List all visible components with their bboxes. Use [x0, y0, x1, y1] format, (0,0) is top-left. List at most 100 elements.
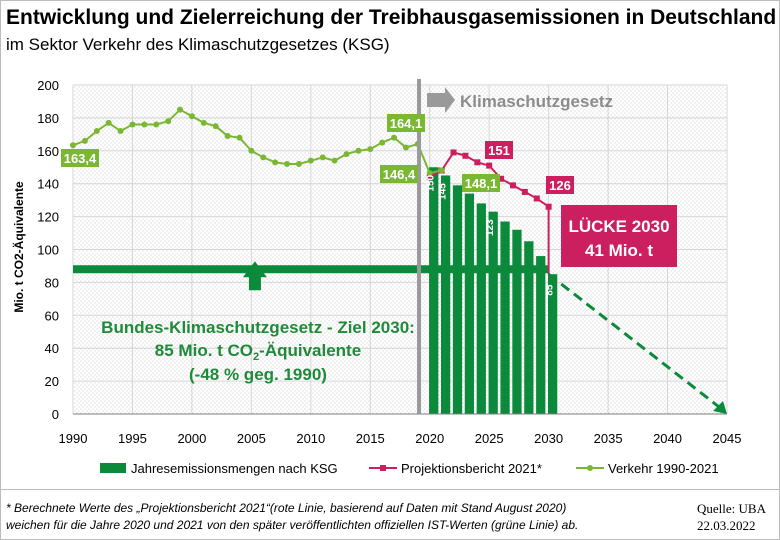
- y-tick-label: 200: [37, 78, 59, 93]
- footnote-line-2: weichen für die Jahre 2020 und 2021 von …: [6, 518, 579, 532]
- bar-2028: [524, 241, 534, 414]
- traffic-point: [295, 160, 302, 167]
- projection-point: [486, 162, 493, 169]
- traffic-point: [307, 157, 314, 164]
- x-tick-label: 2045: [713, 431, 742, 446]
- target-text-line-1: Bundes-Klimaschutzgesetz - Ziel 2030:: [101, 318, 415, 337]
- footer-separator: [0, 489, 780, 490]
- legend-label-projection: Projektionsbericht 2021*: [401, 460, 542, 476]
- bar-2023: [464, 193, 475, 414]
- label-proj-2030: 126: [549, 178, 571, 193]
- legend-swatch-traffic: [576, 465, 604, 471]
- x-tick-label: 2020: [415, 431, 444, 446]
- label-2019: 164,1: [390, 116, 423, 131]
- x-tick-label: 2030: [534, 431, 563, 446]
- projection-point: [533, 195, 540, 202]
- y-tick-label: 120: [37, 210, 59, 225]
- y-tick-label: 180: [37, 111, 59, 126]
- x-tick-label: 2040: [653, 431, 682, 446]
- traffic-point: [153, 121, 160, 128]
- label-proj-2030-box: [546, 176, 574, 194]
- traffic-point: [200, 119, 207, 126]
- traffic-point: [224, 132, 231, 139]
- label-2019-box: [387, 114, 425, 132]
- legend-swatch-bars: [100, 463, 126, 473]
- bar-label-2021: 145: [438, 183, 449, 200]
- bar-2021: [440, 175, 451, 414]
- projection-point: [498, 175, 505, 182]
- projection-point: [450, 149, 457, 156]
- legend-item-projection: Projektionsbericht 2021*: [369, 459, 542, 477]
- ksg-arrow-icon: [427, 87, 456, 113]
- bar-2020: [429, 167, 439, 414]
- source-note: Quelle: UBA 22.03.2022: [697, 500, 766, 534]
- traffic-point: [331, 157, 338, 164]
- traffic-point: [165, 118, 172, 125]
- label-1990: 163,4: [64, 151, 97, 166]
- traffic-point: [177, 106, 184, 113]
- traffic-point: [93, 128, 100, 135]
- traffic-point: [105, 119, 112, 126]
- projection-point: [426, 174, 433, 181]
- y-tick-label: 60: [45, 308, 59, 323]
- bar-2029: [536, 256, 546, 414]
- footnote-line-1: * Berechnete Werte des „Projektionsberic…: [6, 501, 567, 515]
- y-tick-label: 0: [52, 407, 59, 422]
- ksg-marker-line: [417, 79, 422, 414]
- traffic-point: [129, 121, 136, 128]
- target-path-arrowhead: [713, 401, 727, 414]
- x-tick-label: 2010: [296, 431, 325, 446]
- bar-2022: [452, 185, 463, 414]
- bar-2026: [500, 221, 510, 414]
- source-line-1: Quelle: UBA: [697, 501, 766, 516]
- traffic-point: [236, 134, 243, 141]
- annotations-group: Klimaschutzgesetz LÜCKE 2030 41 Mio. t Bund…: [101, 79, 677, 414]
- legend-label-traffic: Verkehr 1990-2021: [608, 460, 719, 476]
- y-tick-label: 20: [45, 374, 59, 389]
- traffic-point: [367, 146, 374, 153]
- gap-title: LÜCKE 2030: [568, 217, 669, 236]
- projection-point: [474, 159, 481, 166]
- bars-group: [429, 167, 558, 414]
- traffic-point: [319, 154, 326, 161]
- projection-point: [521, 188, 528, 195]
- chart-subtitle: im Sektor Verkehr des Klimaschutzgesetze…: [6, 35, 390, 54]
- chart-title: Entwicklung und Zielerreichung der Treib…: [6, 6, 777, 29]
- bar-label-2030: 85: [545, 284, 556, 296]
- traffic-point: [355, 147, 362, 154]
- legend-item-traffic: Verkehr 1990-2021: [576, 459, 719, 477]
- bar-2025: [488, 211, 498, 414]
- traffic-point: [70, 142, 76, 149]
- traffic-point: [141, 121, 148, 128]
- y-tick-label: 40: [45, 341, 59, 356]
- bar-label-2020: 150: [426, 174, 437, 191]
- label-2020: 146,4: [383, 167, 416, 182]
- bar-2027: [512, 229, 522, 414]
- gap-box: [561, 205, 677, 267]
- target-text-line-2: 85 Mio. t CO2-Äquivalente: [155, 341, 361, 363]
- label-2020-box: [380, 165, 418, 183]
- x-tick-label: 2005: [237, 431, 266, 446]
- x-tick-label: 1995: [118, 431, 147, 446]
- bar-2030: [547, 274, 558, 414]
- y-tick-label: 140: [37, 177, 59, 192]
- traffic-point: [438, 167, 445, 174]
- x-tick-label: 2025: [475, 431, 504, 446]
- label-proj-2025-box: [485, 141, 513, 159]
- up-arrow-icon: [242, 261, 267, 291]
- bar-label-2025: 123: [485, 219, 496, 236]
- legend-item-bars: Jahresemissionsmengen nach KSG: [100, 459, 338, 477]
- target-text-line-3: (-48 % geg. 1990): [189, 365, 327, 384]
- projection-point: [462, 152, 469, 159]
- traffic-point: [188, 113, 195, 120]
- traffic-point: [248, 147, 255, 154]
- x-tick-label: 2015: [356, 431, 385, 446]
- x-tick-label: 2000: [177, 431, 206, 446]
- traffic-point: [81, 137, 88, 144]
- legend-swatch-projection: [369, 465, 397, 471]
- label-proj-2025: 151: [488, 143, 510, 158]
- traffic-point: [402, 144, 409, 151]
- projection-point: [509, 182, 516, 189]
